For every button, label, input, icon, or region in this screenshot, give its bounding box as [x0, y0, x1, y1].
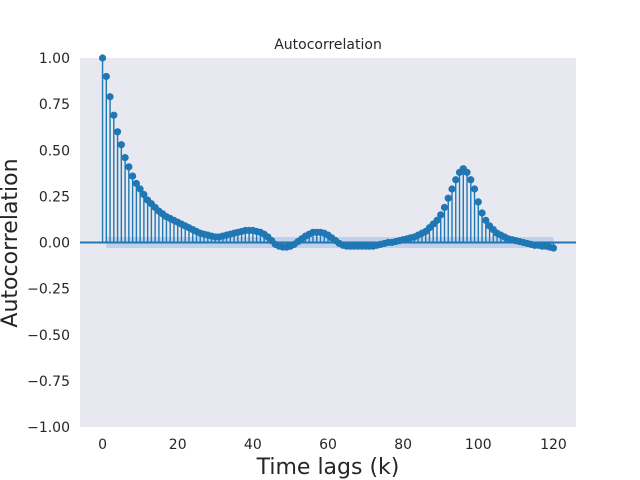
- acf-point: [452, 176, 460, 184]
- acf-point: [125, 163, 133, 171]
- acf-point: [98, 54, 107, 62]
- acf-point: [467, 176, 475, 184]
- y-tick-label: 1.00: [39, 51, 70, 67]
- acf-point: [110, 111, 118, 119]
- acf-markers: [98, 54, 558, 252]
- acf-point: [140, 190, 148, 199]
- acf-point: [470, 185, 479, 193]
- acf-point: [121, 154, 129, 162]
- y-tick-label: 0.75: [39, 97, 70, 113]
- acf-point: [102, 72, 110, 81]
- acf-point: [106, 93, 114, 101]
- acf-point: [132, 179, 140, 188]
- y-tick-label: −0.25: [27, 282, 70, 298]
- x-axis-ticks: 0 20 40 60 80 100 120: [98, 437, 567, 453]
- x-tick-label: 40: [244, 437, 262, 453]
- x-tick-label: 100: [465, 437, 492, 453]
- x-tick-label: 0: [98, 437, 107, 453]
- x-tick-label: 120: [540, 437, 567, 453]
- acf-point: [474, 198, 482, 206]
- y-tick-label: 0.00: [39, 236, 70, 252]
- x-tick-label: 60: [319, 437, 337, 453]
- acf-point: [440, 203, 449, 212]
- acf-point: [549, 244, 558, 252]
- acf-point: [482, 216, 490, 224]
- acf-point: [113, 128, 122, 136]
- chart-title: Autocorrelation: [274, 37, 382, 53]
- acf-point: [463, 168, 471, 176]
- acf-point: [478, 209, 486, 217]
- acf-point: [444, 194, 452, 202]
- acf-point: [437, 211, 445, 219]
- x-tick-label: 20: [169, 437, 187, 453]
- y-tick-label: −0.50: [27, 328, 70, 344]
- x-tick-label: 80: [394, 437, 412, 453]
- acf-point: [448, 185, 456, 193]
- y-tick-label: −0.75: [27, 374, 70, 390]
- y-axis-ticks: 1.00 0.75 0.50 0.25 0.00 −0.25 −0.50 −0.75 −1.00: [27, 51, 70, 436]
- acf-point: [129, 172, 137, 180]
- y-tick-label: 0.50: [39, 143, 70, 159]
- acf-point: [433, 216, 441, 224]
- acf-point: [136, 185, 144, 193]
- acf-point: [117, 141, 125, 149]
- y-tick-label: 0.25: [39, 189, 70, 205]
- y-axis-label: Autocorrelation: [0, 158, 23, 327]
- x-axis-label: Time lags (k): [256, 455, 400, 480]
- y-tick-label: −1.00: [27, 420, 70, 436]
